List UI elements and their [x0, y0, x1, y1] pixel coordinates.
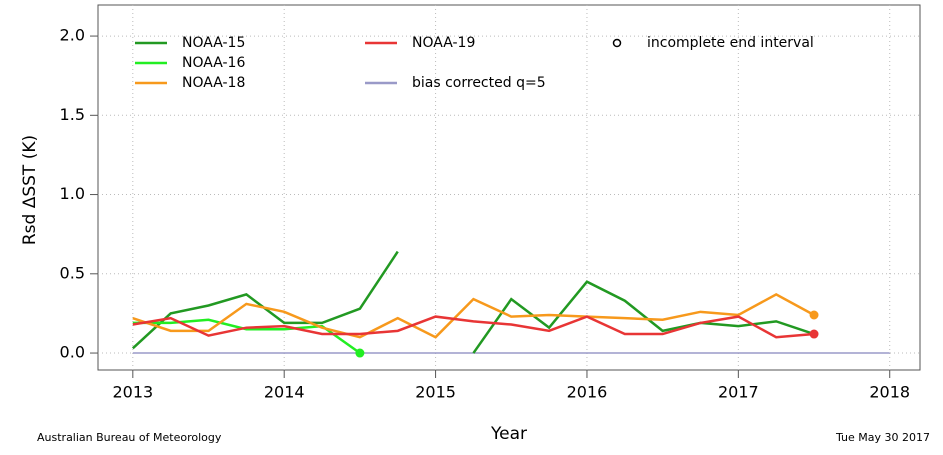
x-axis-label: Year: [490, 424, 527, 444]
legend-label: NOAA-18: [182, 75, 245, 91]
x-tick-label: 2014: [264, 383, 305, 402]
footer-right: Tue May 30 2017: [835, 431, 930, 444]
x-tick-label: 2015: [415, 383, 456, 402]
legend-label: NOAA-15: [182, 35, 245, 51]
y-axis-label: Rsd ΔSST (K): [20, 135, 40, 245]
legend-label: bias corrected q=5: [412, 75, 546, 91]
y-tick-label: 1.5: [60, 105, 85, 124]
x-tick-label: 2017: [718, 383, 759, 402]
footer-left: Australian Bureau of Meteorology: [37, 431, 222, 444]
series-line: [132, 315, 815, 339]
legend-label: NOAA-19: [412, 35, 475, 51]
series-line: [132, 292, 815, 339]
legend-label: NOAA-16: [182, 55, 245, 71]
incomplete-end-marker: [355, 348, 365, 358]
x-tick-label: 2016: [567, 383, 608, 402]
series-line: [132, 318, 361, 355]
plot-frame: [97, 4, 921, 371]
series-line: [131, 250, 815, 354]
y-tick-label: 0.0: [60, 343, 85, 362]
legend-marker: [612, 38, 622, 48]
incomplete-end-marker: [809, 310, 819, 320]
y-tick-label: 0.5: [60, 263, 85, 282]
y-tick-label: 2.0: [60, 26, 85, 45]
legend-label: incomplete end interval: [647, 35, 814, 51]
x-tick-label: 2018: [869, 383, 910, 402]
x-tick-label: 2013: [112, 383, 153, 402]
incomplete-end-marker: [809, 329, 819, 339]
y-tick-label: 1.0: [60, 184, 85, 203]
